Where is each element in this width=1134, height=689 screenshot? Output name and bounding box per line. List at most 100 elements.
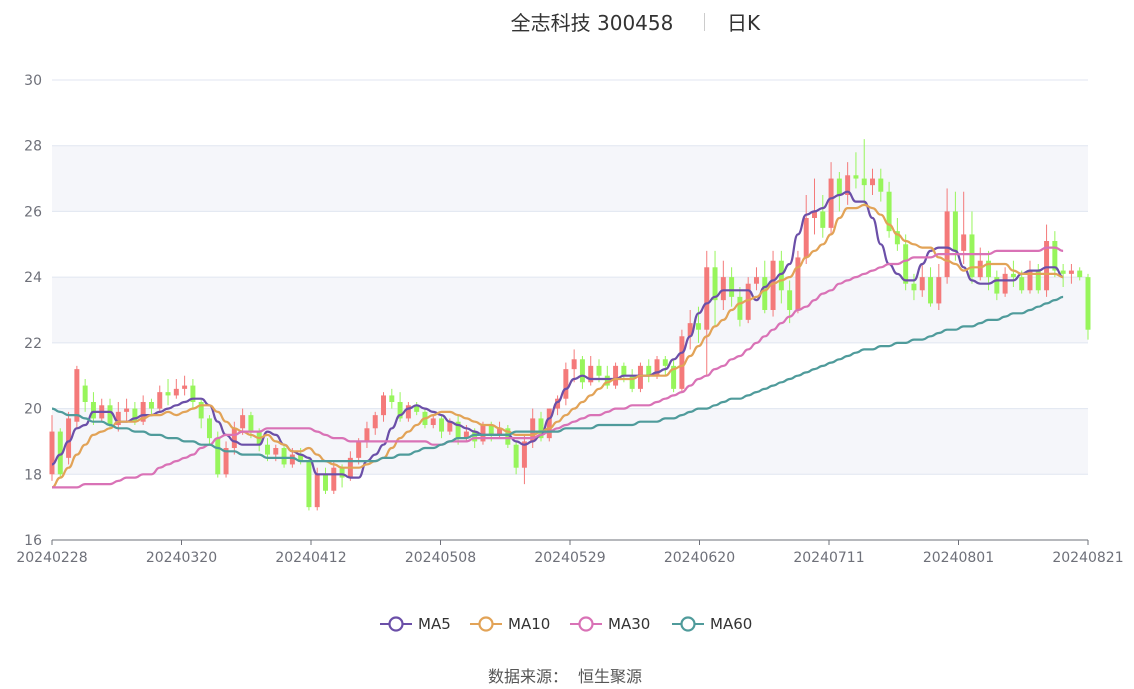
candle-body [513,444,519,468]
candle [323,467,328,494]
candle [720,260,726,310]
candle-body [836,178,842,195]
candle [911,273,917,301]
candle-body [720,277,726,301]
candle-body [579,359,585,383]
candle-body [132,408,138,422]
candle [306,457,312,511]
candle-body [231,428,237,448]
candle-body [1068,270,1074,274]
candle-body [107,405,113,425]
candle [637,362,643,393]
candle-body [1077,270,1083,278]
candle-body [66,418,72,458]
candle [206,415,212,445]
candle-body [1027,270,1033,291]
candle-body [49,431,55,475]
x-tick-label: 20240620 [664,550,735,566]
candle [546,408,552,442]
candle [803,195,809,264]
candle-body [430,418,436,425]
candle [1010,260,1016,287]
candle [405,402,411,422]
ma10-line [51,203,1064,489]
candle [1077,267,1083,281]
legend-swatch-marker [478,616,494,632]
candle-body [115,411,121,425]
candle-body [1044,241,1050,291]
candle-body [339,467,345,478]
candle-body [911,283,917,291]
moving-average-lines [51,190,1064,489]
candle-body [894,231,900,245]
candle [248,411,254,439]
candle [397,392,403,422]
candle-body [820,211,826,228]
candle [82,379,88,412]
candle [1027,260,1033,294]
candle-body [695,323,701,330]
candle-body [356,441,362,458]
candle-body [248,415,254,432]
candle-body [870,178,875,186]
ma60-line [51,295,1064,463]
candle [969,211,975,284]
candle [521,434,527,485]
candle-body [662,359,668,366]
candle-body [629,375,635,389]
candle-body [472,431,478,442]
candle [331,461,337,494]
source-label: 数据来源： [488,667,568,686]
candle-body [952,211,958,251]
candle [870,168,875,195]
x-tick-label: 20240711 [793,550,864,566]
legend-item-ma60: MA60 [672,615,752,633]
candle [853,152,859,189]
candle [439,415,445,439]
candle [977,247,983,281]
candle [165,379,171,406]
candle [1060,264,1066,287]
candle [74,365,80,429]
candle-body [853,175,859,179]
candle [107,398,113,429]
candle [555,395,561,416]
candle [99,398,105,422]
candle-body [240,415,246,429]
candle-body [306,461,312,508]
candle-body [1060,270,1066,274]
candle [662,356,668,376]
candle [671,359,677,393]
x-tick-label: 20240801 [923,550,994,566]
candle [861,139,867,205]
candle [579,356,585,389]
candle [49,415,55,481]
candle-body [140,402,146,422]
candle [231,421,237,455]
candle [712,250,718,327]
candle-body [190,385,196,402]
candle [753,267,759,291]
candle-body [903,244,909,284]
x-tick-label: 20240529 [534,550,605,566]
candle-body [944,211,950,278]
candle-body [671,365,677,389]
candle [1002,267,1008,297]
candle-body [546,408,552,439]
candle [903,234,909,291]
y-tick-label: 30 [24,73,42,89]
candle-body [571,359,577,370]
candle [687,310,693,350]
candle [57,428,63,478]
candle [778,250,784,304]
candle [836,172,842,212]
candle [952,191,958,261]
candle-body [521,441,527,468]
y-tick-label: 28 [24,139,42,155]
candle-body [637,365,643,389]
candle [936,264,942,310]
source-name: 恒生聚源 [578,667,642,686]
candle-body [762,277,768,310]
candle-body [828,178,834,228]
